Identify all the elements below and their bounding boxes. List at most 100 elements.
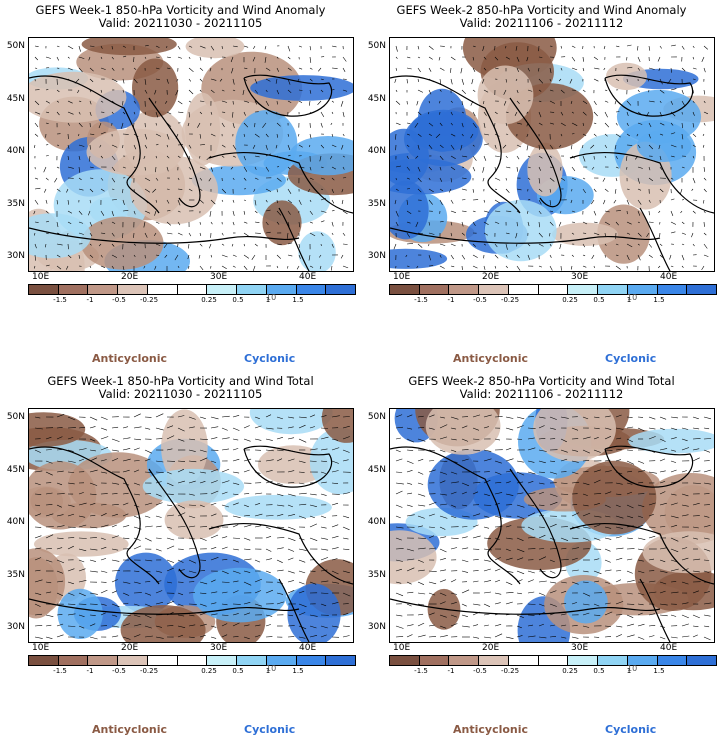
wind-vector bbox=[144, 635, 153, 638]
wind-vector bbox=[549, 636, 557, 638]
wind-vector bbox=[89, 416, 98, 421]
wind-vector bbox=[439, 503, 448, 506]
wind-vector bbox=[637, 460, 645, 464]
wind-vector bbox=[406, 514, 415, 517]
wind-vector bbox=[232, 45, 238, 48]
wind-vector bbox=[604, 537, 612, 540]
wind-vector bbox=[703, 177, 707, 181]
wind-vector bbox=[165, 100, 168, 104]
wind-vector bbox=[558, 221, 562, 227]
wind-vector bbox=[199, 100, 205, 102]
wind-vector bbox=[659, 416, 667, 420]
wind-vector bbox=[34, 504, 41, 507]
vorticity-shade bbox=[164, 500, 224, 540]
wind-vector bbox=[67, 568, 75, 572]
wind-vector bbox=[483, 559, 491, 562]
wind-vector bbox=[221, 504, 229, 508]
wind-vector bbox=[483, 67, 487, 71]
wind-vector bbox=[681, 535, 689, 539]
lon-tick-label: 10E bbox=[393, 272, 411, 282]
wind-vector bbox=[626, 254, 630, 261]
wind-vector bbox=[243, 210, 246, 215]
wind-vector bbox=[45, 122, 49, 124]
wind-vector bbox=[242, 89, 245, 95]
lat-tick-label: 50N bbox=[6, 412, 25, 422]
wind-vector bbox=[670, 481, 678, 484]
coastline bbox=[243, 445, 333, 488]
coastline bbox=[390, 446, 521, 585]
wind-vector bbox=[703, 559, 710, 561]
colorbar-swatch bbox=[177, 285, 208, 294]
wind-vector bbox=[67, 613, 76, 616]
colorbar-swatch bbox=[29, 285, 59, 294]
wind-vector bbox=[221, 623, 228, 627]
wind-vector bbox=[593, 232, 600, 236]
wind-vector bbox=[703, 515, 710, 518]
wind-vector bbox=[320, 460, 327, 462]
wind-vector bbox=[582, 265, 587, 268]
wind-vector bbox=[276, 100, 278, 105]
wind-vector bbox=[243, 469, 250, 473]
wind-vector bbox=[298, 581, 305, 585]
wind-vector bbox=[538, 623, 545, 627]
wind-vector bbox=[144, 570, 151, 573]
colorbar-tick-label: -1 bbox=[86, 296, 94, 304]
wind-vector bbox=[549, 144, 554, 149]
wind-vector bbox=[604, 89, 608, 91]
wind-vector bbox=[549, 188, 552, 193]
wind-vector bbox=[199, 45, 206, 49]
wind-vector bbox=[232, 122, 235, 129]
wind-vector bbox=[265, 570, 271, 574]
colorbar-tick-label: -0.25 bbox=[139, 667, 159, 675]
wind-vector bbox=[166, 537, 175, 541]
vorticity-shade bbox=[161, 409, 208, 485]
wind-vector bbox=[483, 458, 492, 462]
wind-vector bbox=[428, 414, 435, 418]
wind-vector bbox=[670, 221, 677, 225]
wind-vector bbox=[670, 636, 678, 639]
wind-vector bbox=[67, 199, 69, 205]
wind-vector bbox=[88, 210, 91, 216]
wind-vector bbox=[34, 177, 39, 180]
wind-vector bbox=[122, 210, 129, 212]
wind-vector bbox=[56, 56, 59, 61]
wind-vector bbox=[265, 231, 271, 234]
wind-vector bbox=[450, 547, 458, 550]
wind-vector bbox=[210, 199, 216, 205]
lon-tick-label: 30E bbox=[571, 272, 589, 282]
wind-vector bbox=[526, 111, 529, 114]
wind-vector bbox=[199, 166, 206, 170]
wind-vector bbox=[164, 254, 168, 258]
wind-vector bbox=[593, 56, 599, 60]
wind-vector bbox=[298, 559, 306, 563]
wind-vector bbox=[111, 45, 113, 50]
wind-vector bbox=[615, 579, 622, 583]
wind-vector bbox=[560, 636, 567, 639]
wind-vector bbox=[659, 526, 666, 528]
colorbar-tick-label: -0.25 bbox=[500, 667, 520, 675]
wind-vector bbox=[637, 524, 644, 528]
wind-vector bbox=[659, 89, 665, 94]
wind-vector bbox=[34, 470, 43, 473]
wind-vector bbox=[210, 78, 217, 81]
vorticity-shade bbox=[130, 155, 218, 225]
coastline bbox=[148, 97, 201, 208]
wind-vector bbox=[538, 534, 546, 539]
wind-vector bbox=[254, 513, 263, 517]
wind-vector bbox=[177, 155, 181, 158]
wind-vector bbox=[703, 188, 707, 193]
wind-vector bbox=[439, 78, 442, 85]
wind-vector bbox=[342, 570, 350, 574]
wind-vector bbox=[417, 144, 420, 150]
wind-vector bbox=[582, 581, 589, 583]
wind-vector bbox=[243, 111, 246, 116]
wind-vector bbox=[515, 45, 518, 51]
wind-vector bbox=[331, 177, 335, 181]
wind-vector bbox=[144, 210, 151, 214]
wind-vector bbox=[122, 448, 131, 451]
wind-vector bbox=[175, 133, 179, 139]
wind-vector bbox=[287, 614, 294, 617]
wind-vector bbox=[692, 590, 700, 594]
colorbar-swatch bbox=[326, 285, 356, 294]
wind-vector bbox=[232, 89, 236, 92]
